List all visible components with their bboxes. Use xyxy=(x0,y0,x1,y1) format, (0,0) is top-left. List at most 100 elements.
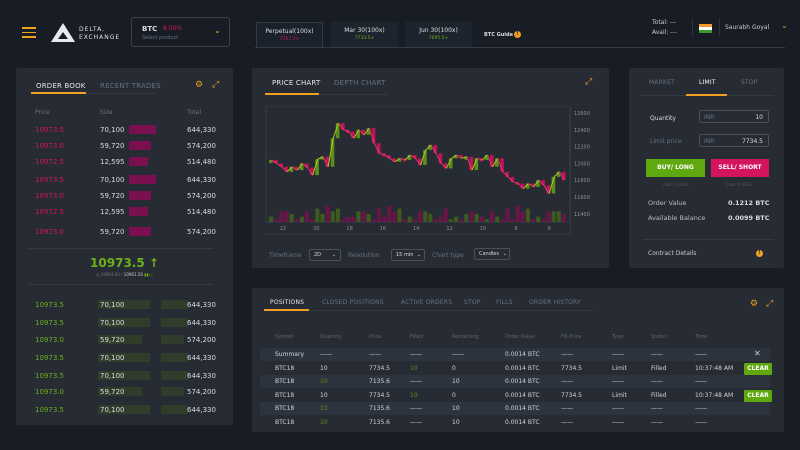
user-menu[interactable]: Saurabh Goyal xyxy=(725,24,770,31)
gear-icon[interactable]: ⚙ xyxy=(750,299,759,309)
bid-row[interactable]: 10973.5 70,100 644,330 xyxy=(16,353,233,366)
tab-stop[interactable]: STOP xyxy=(741,79,758,86)
buy-long-button[interactable]: BUY/ LONG xyxy=(646,159,705,177)
bid-row[interactable]: 10973.0 59,720 574,200 xyxy=(16,335,233,348)
y-tick-label: 11400 xyxy=(574,212,590,218)
candle xyxy=(315,159,319,176)
product-placeholder: Select product xyxy=(142,35,179,41)
chart-type-select[interactable]: Candles ⌄ xyxy=(474,248,510,260)
volume-bar xyxy=(505,208,510,222)
candle xyxy=(453,155,458,159)
info-icon[interactable]: ! xyxy=(514,31,521,38)
expand-icon[interactable]: ⤢ xyxy=(766,299,774,309)
contract-details-link[interactable]: Contract Details xyxy=(648,250,697,257)
volume-bar xyxy=(500,219,505,222)
order-form-panel: MARKET LIMIT STOP Quantity INR 10 Limit p… xyxy=(629,68,784,268)
cell: 7135.6 xyxy=(369,418,390,426)
volume-bar xyxy=(407,216,412,222)
menu-icon[interactable] xyxy=(22,27,36,38)
tab-recent-trades[interactable]: RECENT TRADES xyxy=(100,82,161,90)
position-row[interactable]: BTC18 10 7734.5 10 0 0.0014 BTC 7734.5 Limit Fil… xyxy=(260,362,772,375)
tab-order-book[interactable]: ORDER BOOK xyxy=(36,82,86,90)
contract-tab[interactable]: Jun 30(100x) 7695.5+ xyxy=(405,22,472,47)
candle xyxy=(392,158,396,162)
cell: 10 xyxy=(452,405,460,412)
tab-positions[interactable]: POSITIONS xyxy=(270,299,305,306)
tab-order-history[interactable]: ORDER HISTORY xyxy=(529,299,581,306)
close-icon[interactable]: ✕ xyxy=(754,349,761,358)
bid-row[interactable]: 10973.5 70,100 644,330 xyxy=(16,300,233,313)
position-row[interactable]: BTC18 10 7734.5 10 0 0.0014 BTC 7734.5 Limit Fil… xyxy=(260,389,772,402)
tab-stop[interactable]: STOP xyxy=(464,299,481,306)
price-line-segment xyxy=(399,157,406,161)
tab-closed-positions[interactable]: CLOSED POSITIONS xyxy=(322,299,384,306)
candle xyxy=(520,183,525,189)
ask-row[interactable]: 10973.0 59,720 574,200 xyxy=(16,191,233,204)
sell-short-button[interactable]: SELL/ SHORT xyxy=(711,159,769,177)
ask-row[interactable]: 10973.5 70,100 644,330 xyxy=(16,125,233,138)
candle xyxy=(443,163,448,169)
ask-depth-bar xyxy=(129,191,151,200)
candle xyxy=(433,144,438,154)
contract-label: Jun 30(100x) xyxy=(419,27,458,34)
price-line-segment xyxy=(533,179,540,188)
volume-bar xyxy=(412,219,417,222)
bid-row[interactable]: 10973.5 70,100 644,330 xyxy=(16,318,233,331)
bid-row[interactable]: 10973.5 70,100 644,330 xyxy=(16,371,233,384)
position-row[interactable]: BTC18 10 7135.6 —— 10 0.0014 BTC —— —— —— —— xyxy=(260,402,770,415)
info-icon[interactable]: ! xyxy=(756,250,763,257)
tab-limit[interactable]: LIMIT xyxy=(699,79,716,86)
timeframe-select[interactable]: 2D ⌄ xyxy=(309,249,341,261)
brand-name: DELTA. EXCHANGE xyxy=(79,26,120,42)
product-selector[interactable]: BTC 8.00% Select product ⌄ xyxy=(131,17,230,47)
position-row[interactable]: Summary —— —— —— —— 0.0014 BTC —— —— —— —— ✕ xyxy=(260,348,770,361)
price-line-segment xyxy=(394,157,401,163)
expand-icon[interactable]: ⤢ xyxy=(585,77,593,87)
limit-price-input[interactable]: INR 7734.5 xyxy=(699,134,769,147)
ask-row[interactable]: 10972.5 12,595 514,480 xyxy=(16,207,233,220)
x-tick-label: 12 xyxy=(446,226,452,232)
candle xyxy=(428,144,432,150)
clear-button[interactable]: CLEAR xyxy=(744,362,772,375)
position-row[interactable]: BTC18 10 7135.6 —— 10 0.0014 BTC —— —— —— —— xyxy=(260,416,770,429)
bid-price: 10973.0 xyxy=(35,388,64,396)
price-line-segment xyxy=(276,163,283,168)
btc-guide-link[interactable]: BTC Guide xyxy=(484,32,513,38)
ask-row[interactable]: 10973.0 59,720 574,200 xyxy=(16,141,233,154)
price-line-segment xyxy=(517,183,524,189)
india-flag-icon[interactable] xyxy=(699,24,712,33)
cell: 10 xyxy=(452,418,460,426)
bid-row[interactable]: 10973.5 70,100 644,330 xyxy=(16,405,233,418)
product-change: 8.00% xyxy=(163,25,183,32)
tab-market[interactable]: MARKET xyxy=(649,79,676,86)
position-row[interactable]: BTC18 10 7135.6 —— 10 0.0014 BTC —— —— —— —— xyxy=(260,375,770,388)
bid-row[interactable]: 10973.0 59,720 574,200 xyxy=(16,387,233,400)
volume-bar xyxy=(428,214,433,222)
clear-button[interactable]: CLEAR xyxy=(744,389,772,402)
candle xyxy=(310,167,314,176)
expand-icon[interactable]: ⤢ xyxy=(212,80,220,90)
contract-tab[interactable]: Mar 30(100x) 7733.5+ xyxy=(331,22,398,47)
price-line-segment xyxy=(291,166,298,171)
ask-row[interactable]: 10973.5 70,100 644,330 xyxy=(16,175,233,188)
tab-price-chart[interactable]: PRICE CHART xyxy=(272,79,321,87)
resolution-select[interactable]: 15 min ⌄ xyxy=(391,249,425,261)
bid-size: 59,720 xyxy=(100,336,125,344)
price-line-segment xyxy=(332,122,339,139)
cell: —— xyxy=(612,418,624,426)
tab-depth-chart[interactable]: DEPTH CHART xyxy=(334,79,386,87)
cell: 10:37:48 AM xyxy=(695,364,734,372)
ask-row[interactable]: 10972.5 12,595 514,480 xyxy=(16,157,233,170)
contract-tab[interactable]: Perpetual(100x) 7767.5+ xyxy=(256,22,323,47)
limit-price-value: 7734.5 xyxy=(742,138,763,145)
gear-icon[interactable]: ⚙ xyxy=(195,80,204,90)
col-header: Order Value xyxy=(505,334,535,340)
volume-bar xyxy=(351,216,356,222)
quantity-input[interactable]: INR 10 xyxy=(699,110,769,123)
volume-bar xyxy=(479,216,484,222)
price-chart-canvas[interactable]: 12600 12400 12200 12000 11800 11600 11400 22 20 1… xyxy=(263,106,593,236)
tab-active-orders[interactable]: ACTIVE ORDERS xyxy=(401,299,453,306)
ask-row[interactable]: 10973.0 59,720 574,200 xyxy=(16,227,233,240)
chevron-down-icon[interactable]: ⌄ xyxy=(781,21,788,30)
tab-fills[interactable]: FILLS xyxy=(496,299,513,306)
